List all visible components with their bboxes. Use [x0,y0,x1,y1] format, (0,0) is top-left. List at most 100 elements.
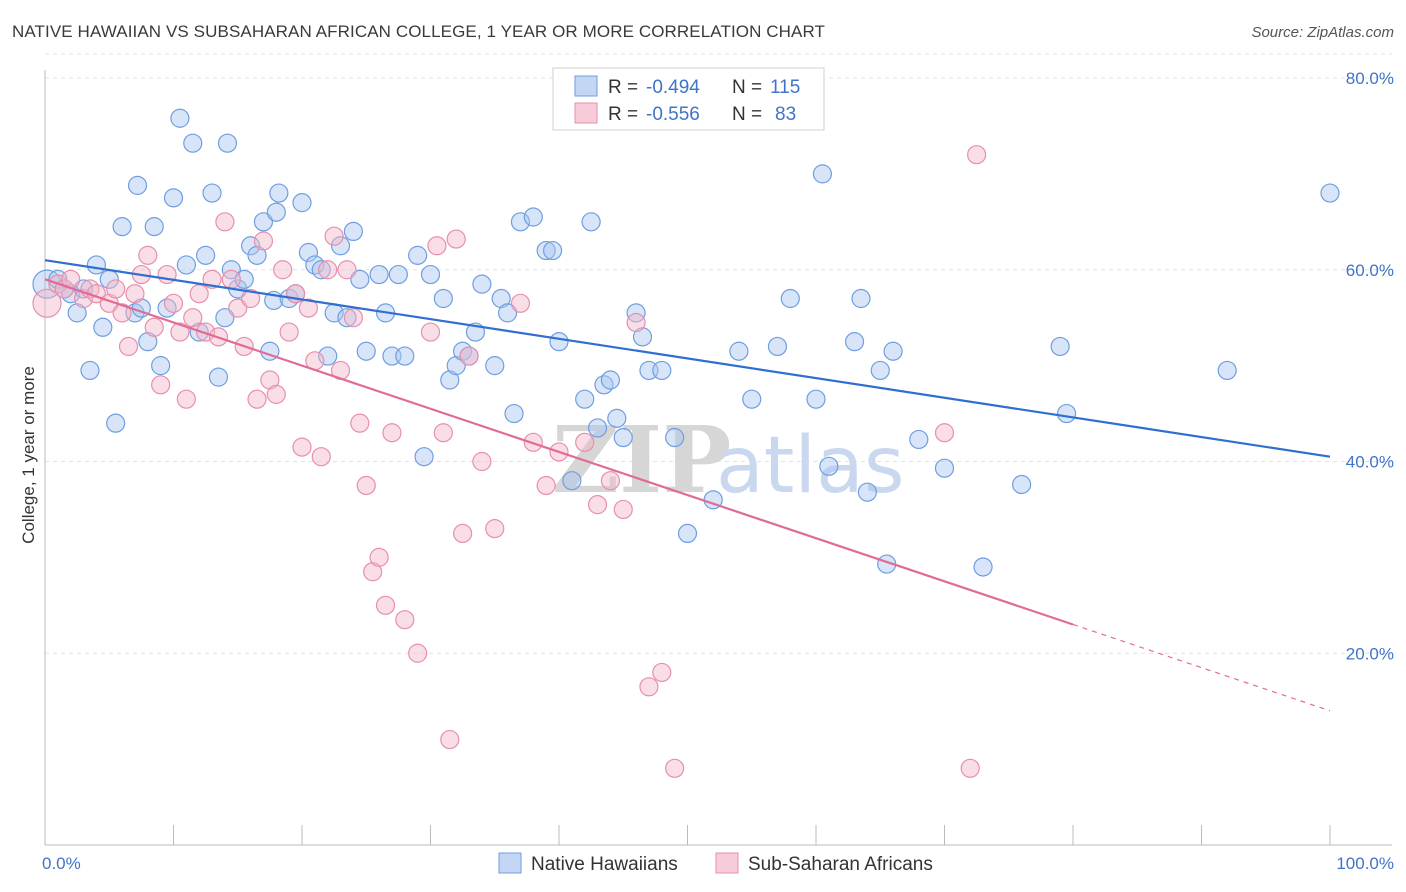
native-hawaiians-point [80,360,100,381]
native-hawaiians-point [806,389,826,409]
native-hawaiians-point [330,236,351,256]
sub-saharan-africans-point [536,475,556,496]
sub-saharan-africans-point [408,643,428,663]
sub-saharan-africans-point [459,346,479,366]
trend-lines [44,259,1331,712]
native-hawaiians-point [909,429,929,450]
legend-n-value: 83 [775,104,796,125]
native-hawaiians-point [86,255,107,275]
sub-saharan-africans-point [215,212,235,232]
sub-saharan-africans-point [343,308,363,328]
sub-saharan-africans-point [196,322,216,342]
sub-saharan-africans-point [32,288,62,318]
sub-saharan-africans-point [138,245,158,265]
sub-saharan-africans-point [260,370,280,390]
native-hawaiians-point [93,317,113,337]
sub-saharan-africans-point [356,475,376,496]
native-hawaiians-point [575,389,595,409]
watermark-atlas: atlas [716,421,905,511]
native-hawaiians-point [420,264,441,285]
native-hawaiians-point [170,108,190,128]
sub-saharan-africans-point [960,758,980,778]
sub-saharan-africans-point [298,298,319,318]
native-hawaiians-point [851,288,871,309]
native-hawaiians-point [665,427,685,448]
native-hawaiians-point [1217,360,1237,381]
axes [44,70,1392,846]
sub-saharan-africans-point [427,236,447,256]
native-hawaiians-point [549,332,569,352]
sub-saharan-africans-point [170,322,190,342]
sub-saharan-africans-point [350,413,370,433]
native-hawaiians-point [247,245,267,265]
native-hawaiians-point [163,188,184,208]
legend-label-native-hawaiians: Native Hawaiians [531,854,678,875]
sub-saharan-africans-point [453,523,473,544]
native-hawaiians-point [1050,336,1070,357]
native-hawaiians-point [607,408,627,428]
native-hawaiians-point [510,212,531,232]
grid-lines [45,53,1392,654]
native-hawaiians-point [440,370,460,390]
sub-saharan-africans-point [292,437,312,457]
native-hawaiians-point [343,221,363,241]
native-hawaiians-point [433,288,453,309]
sub-saharan-africans-point [395,610,415,630]
native-hawaiians-point [176,255,196,275]
sub-saharan-africans-point [118,336,139,357]
native-hawaiians-point [292,193,312,213]
sub-saharan-africans-point [189,284,209,304]
native-hawaiians-point [581,212,601,232]
native-hawaiians-point [337,308,357,328]
series-sub-saharan-africans-points [32,145,987,778]
native-hawaiians-point [183,133,203,153]
sub-saharan-africans-point [144,317,164,337]
native-hawaiians-point [652,360,672,381]
native-hawaiians-point [395,346,415,366]
native-hawaiians-point [350,269,370,289]
native-hawaiians-point [414,447,434,467]
native-hawaiians-point [857,482,878,502]
native-hawaiians-point [311,260,331,280]
native-hawaiians-point [151,356,171,376]
native-hawaiians-point [562,471,582,491]
native-hawaiians-point [215,308,235,328]
native-hawaiians-point [127,175,148,195]
native-hawaiians-point [217,133,238,153]
native-hawaiians-point [934,458,955,478]
legend-r-value: -0.556 [646,104,700,125]
x-tick-labels: 0.0% 100.0% [42,854,1394,873]
native-hawaiians-point [498,303,518,323]
y-tick-label: 60.0% [1346,261,1394,280]
native-hawaiians-point [870,360,890,381]
y-tick-label: 80.0% [1346,69,1394,88]
sub-saharan-africans-point [363,562,383,582]
sub-saharan-africans-point [626,312,646,333]
sub-saharan-africans-point [440,729,460,750]
sub-saharan-africans-point [575,432,595,452]
stats-legend-box [552,67,825,131]
stats-legend: R = -0.494 N = 115 R = -0.556 N = 83 [552,67,825,131]
y-tick-labels: 20.0% 40.0% 60.0% 80.0% [1346,69,1394,663]
trend-line [44,278,1074,626]
sub-saharan-africans-point [266,384,286,404]
native-hawaiians-point [196,245,216,265]
sub-saharan-africans-point [369,547,389,567]
sub-saharan-africans-point [613,499,633,520]
native-hawaiians-point [408,245,428,265]
native-hawaiians-point [1011,474,1032,495]
trend-line [44,259,1331,458]
native-hawaiians-point [536,240,556,261]
native-hawaiians-point [677,523,698,544]
native-hawaiians-point [446,356,466,376]
x-tick-label: 100.0% [1336,854,1394,873]
native-hawaiians-point [542,240,563,261]
native-hawaiians-point [356,341,376,361]
native-hawaiians-point [485,356,505,376]
sub-saharan-africans-point [112,303,132,323]
sub-saharan-africans-point [967,145,987,165]
native-hawaiians-point [253,212,274,232]
sub-saharan-africans-point [241,288,261,309]
sub-saharan-africans-point [375,595,396,615]
sub-saharan-africans-point [106,279,126,299]
